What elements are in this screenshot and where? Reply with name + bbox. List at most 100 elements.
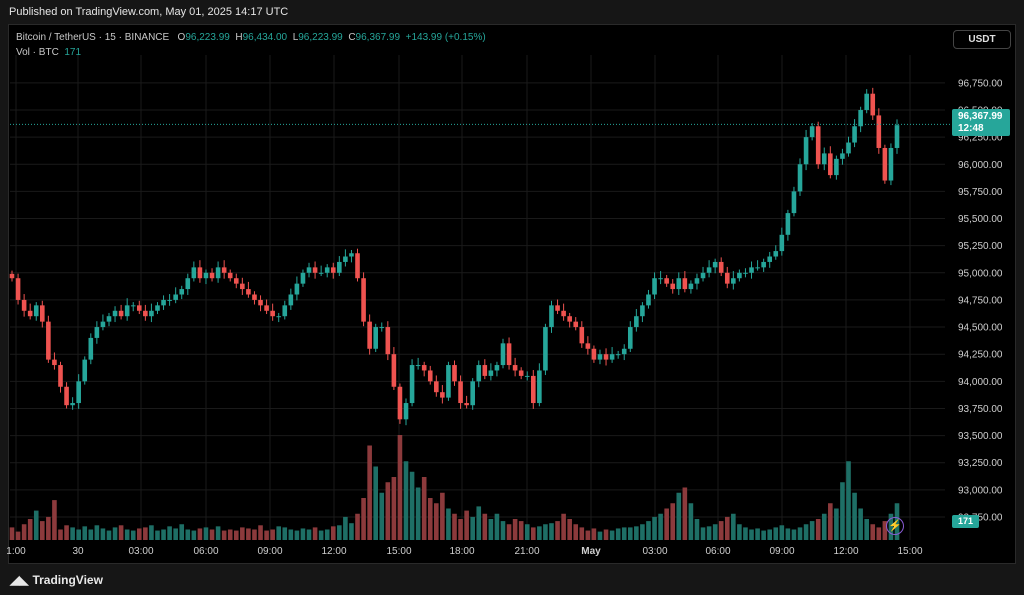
- candle-body: [434, 381, 439, 393]
- candle-body: [300, 272, 306, 284]
- y-tick-label: 93,500.00: [958, 431, 1003, 442]
- candle-body: [197, 267, 203, 279]
- candle-body: [670, 283, 676, 290]
- volume-bar: [670, 503, 676, 540]
- candle-body: [46, 321, 51, 360]
- volume-bar: [870, 524, 876, 540]
- lightning-icon[interactable]: ⚡: [886, 517, 904, 535]
- candle-body: [94, 327, 100, 338]
- candle-body: [579, 327, 585, 344]
- volume-bar: [452, 513, 457, 540]
- volume-bar: [537, 526, 542, 540]
- volume-bar: [343, 516, 348, 540]
- volume-bar: [761, 530, 766, 540]
- volume-bar: [227, 529, 233, 540]
- candle-body: [167, 299, 172, 301]
- volume-bar: [88, 529, 94, 540]
- volume-bar: [458, 519, 463, 540]
- volume-bar: [646, 521, 651, 540]
- volume-bar: [755, 528, 760, 540]
- y-tick-label: 95,250.00: [958, 241, 1003, 252]
- volume-bar: [524, 524, 530, 540]
- candle-body: [64, 386, 69, 406]
- candle-body: [409, 365, 415, 404]
- volume-bar: [882, 521, 888, 540]
- candle-body: [518, 370, 524, 376]
- candle-body: [458, 381, 463, 404]
- volume-bar: [58, 529, 63, 540]
- last-price-tag: 96,367.99 12:48: [952, 109, 1010, 136]
- x-tick-label: May: [581, 546, 601, 557]
- candle-body: [143, 310, 148, 317]
- candle-body: [597, 354, 603, 360]
- candle-body: [367, 321, 372, 349]
- candle-body: [258, 299, 263, 306]
- y-tick-label: 96,250.00: [958, 133, 1003, 144]
- candle-body: [58, 365, 63, 387]
- candle-body: [888, 147, 894, 181]
- volume-bar: [258, 525, 263, 540]
- volume-bar: [506, 524, 512, 540]
- candle-body: [682, 278, 688, 290]
- volume-bar: [743, 527, 748, 540]
- x-tick-label: 1:00: [6, 546, 26, 557]
- volume-bar: [197, 528, 203, 540]
- volume-bar: [427, 498, 433, 540]
- candle-body: [585, 343, 591, 349]
- candle-body: [294, 283, 300, 295]
- volume-bar: [106, 530, 112, 540]
- volume-bar: [124, 529, 130, 540]
- volume-legend[interactable]: Vol · BTC 171: [16, 47, 81, 58]
- candle-body: [664, 278, 669, 284]
- candle-body: [70, 403, 75, 406]
- candle-body: [512, 365, 518, 371]
- volume-bar: [215, 526, 221, 540]
- candle-body: [282, 305, 288, 317]
- y-tick-label: 95,500.00: [958, 214, 1003, 225]
- volume-bar: [852, 492, 857, 540]
- volume-bar: [415, 487, 421, 540]
- candle-body: [397, 386, 403, 420]
- volume-bar: [470, 516, 475, 540]
- volume-bar: [391, 477, 397, 540]
- candle-body: [785, 213, 791, 235]
- candle-body: [724, 272, 730, 284]
- footer-brand[interactable]: ◢◣ TradingView: [10, 573, 103, 587]
- volume-bar: [306, 529, 312, 540]
- candle-body: [567, 316, 572, 322]
- candle-body: [731, 278, 736, 284]
- currency-button[interactable]: USDT: [953, 30, 1011, 49]
- volume-bar: [136, 528, 142, 540]
- candle-body: [330, 267, 336, 273]
- volume-bar: [52, 500, 57, 540]
- symbol-legend[interactable]: Bitcoin / TetherUS · 15 · BINANCE O96,22…: [16, 32, 486, 43]
- volume-bar: [294, 530, 300, 540]
- volume-bar: [373, 466, 378, 540]
- candle-body: [549, 305, 554, 328]
- volume-bar: [21, 524, 27, 540]
- volume-bar: [403, 461, 409, 540]
- x-tick-label: 03:00: [642, 546, 667, 557]
- volume-bar: [706, 526, 712, 540]
- volume-bar: [779, 525, 785, 540]
- candle-body: [355, 253, 360, 279]
- volume-bar: [397, 435, 403, 540]
- x-tick-label: 06:00: [705, 546, 730, 557]
- candle-body: [755, 267, 760, 269]
- x-tick-label: 15:00: [386, 546, 411, 557]
- x-tick-label: 15:00: [897, 546, 922, 557]
- footer-brand-text: TradingView: [32, 573, 103, 587]
- volume-bar: [221, 530, 227, 540]
- candle-body: [828, 153, 833, 176]
- candle-body: [385, 327, 391, 355]
- candle-body: [506, 343, 512, 366]
- candle-body: [215, 267, 221, 279]
- open-label: O: [177, 32, 186, 43]
- candle-body: [446, 365, 451, 398]
- candle-body: [749, 267, 754, 273]
- volume-bar: [815, 519, 821, 540]
- volume-bar: [355, 513, 360, 540]
- volume-bar: [591, 528, 597, 540]
- symbol-name[interactable]: Bitcoin / TetherUS · 15 · BINANCE: [16, 32, 170, 43]
